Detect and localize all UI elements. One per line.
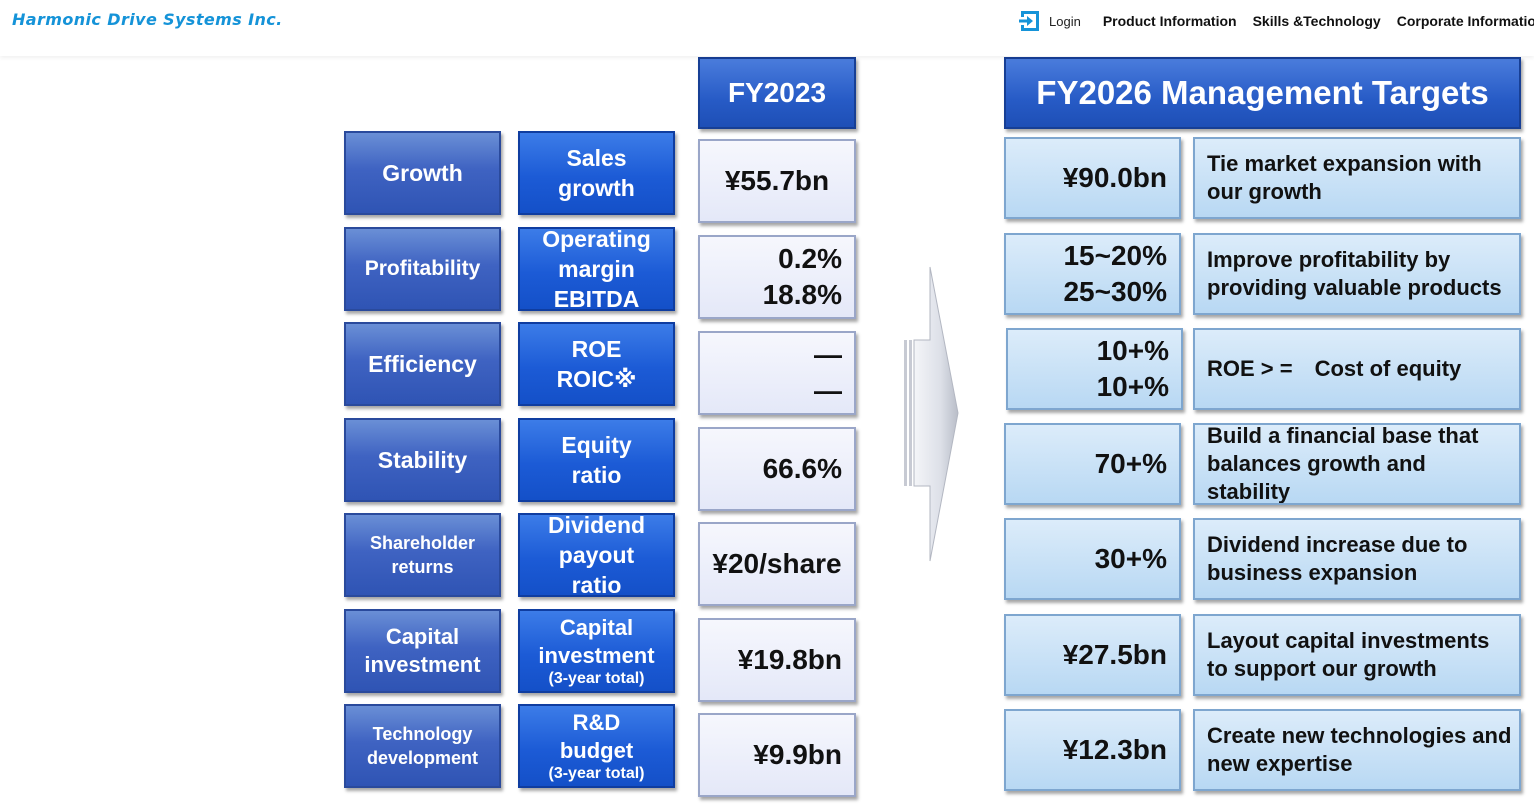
fy2023-rd-budget: ¥9.9bn <box>698 713 856 797</box>
category-shareholder-returns: Shareholder returns <box>344 513 501 597</box>
target-operating-margin: 15~20% 25~30% <box>1004 233 1181 315</box>
target-desc-efficiency: ROE > = Cost of equity <box>1193 328 1521 410</box>
target-desc-technology-development: Create new technologies and new expertis… <box>1193 709 1521 791</box>
company-logo[interactable]: Harmonic Drive Systems Inc. <box>12 10 283 29</box>
metric-roe-roic: ROE ROIC※ <box>518 322 675 406</box>
login-link[interactable]: Login <box>1049 13 1081 29</box>
fy2023-operating-margin: 0.2% 18.8% <box>698 235 856 319</box>
target-desc-growth: Tie market expansion with our growth <box>1193 137 1521 219</box>
target-desc-stability: Build a financial base that balances gro… <box>1193 423 1521 505</box>
fy2023-equity-ratio: 66.6% <box>698 427 856 511</box>
category-stability: Stability <box>344 418 501 502</box>
target-roe-roic: 10+% 10+% <box>1006 328 1183 410</box>
fy2023-header: FY2023 <box>698 57 856 129</box>
category-technology-development: Technology development <box>344 704 501 788</box>
fy2023-roe-roic: — — <box>698 331 856 415</box>
target-desc-profitability: Improve profitability by providing valua… <box>1193 233 1521 315</box>
nav-corporate-information[interactable]: Corporate Information <box>1396 13 1534 29</box>
metric-sales-growth: Sales growth <box>518 131 675 215</box>
target-dividend-payout: 30+% <box>1004 518 1181 600</box>
nav-skills-technology[interactable]: Skills &Technology <box>1252 13 1381 29</box>
site-header: Harmonic Drive Systems Inc. Login Produc… <box>0 0 1534 56</box>
top-nav: Login Product Information Skills &Techno… <box>1018 7 1534 35</box>
category-profitability: Profitability <box>344 227 501 311</box>
fy2023-dividend-payout: ¥20/share <box>698 522 856 606</box>
metric-operating-margin: Operating margin EBITDA <box>518 227 675 311</box>
fy2023-sales-growth: ¥55.7bn <box>698 139 856 223</box>
metric-rd-budget: R&D budget (3-year total) <box>518 704 675 788</box>
target-desc-capital-investment: Layout capital investments to support ou… <box>1193 614 1521 696</box>
category-growth: Growth <box>344 131 501 215</box>
target-equity-ratio: 70+% <box>1004 423 1181 505</box>
target-capital-investment: ¥27.5bn <box>1004 614 1181 696</box>
nav-product-information[interactable]: Product Information <box>1102 13 1237 29</box>
target-sales-growth: ¥90.0bn <box>1004 137 1181 219</box>
metric-capital-investment: Capital investment (3-year total) <box>518 609 675 693</box>
fy2026-header: FY2026 Management Targets <box>1004 57 1521 129</box>
category-efficiency: Efficiency <box>344 322 501 406</box>
metric-equity-ratio: Equity ratio <box>518 418 675 502</box>
target-rd-budget: ¥12.3bn <box>1004 709 1181 791</box>
login-arrow-icon[interactable] <box>1018 8 1042 34</box>
fy2023-capital-investment: ¥19.8bn <box>698 618 856 702</box>
metric-dividend-payout: Dividend payout ratio <box>518 513 675 597</box>
category-capital-investment: Capital investment <box>344 609 501 693</box>
target-desc-shareholder-returns: Dividend increase due to business expans… <box>1193 518 1521 600</box>
right-arrow-icon <box>904 266 959 562</box>
